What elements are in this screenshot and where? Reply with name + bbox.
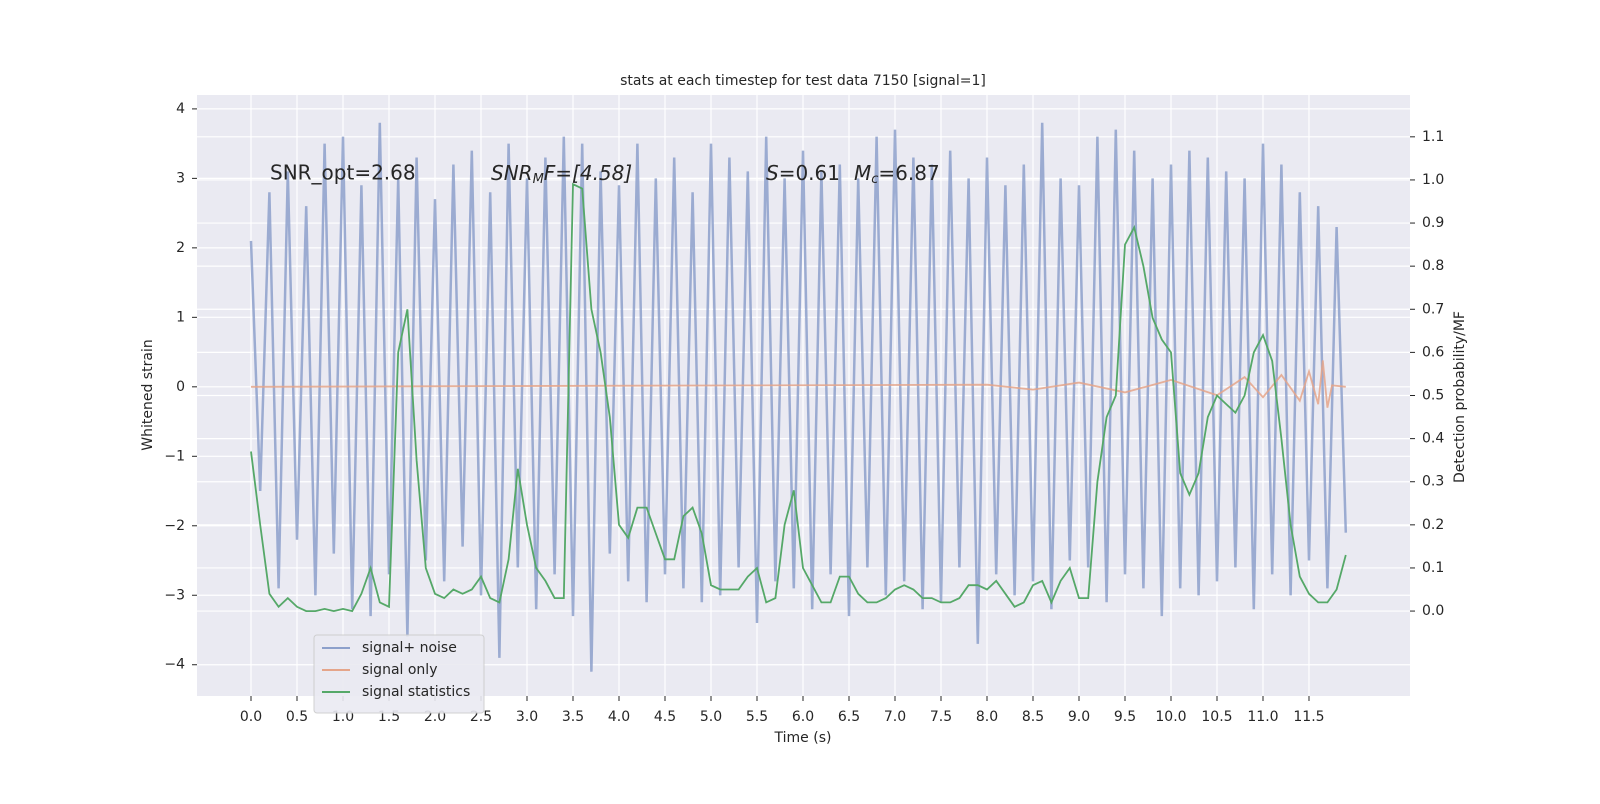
x-tick-label: 9.5: [1114, 709, 1136, 725]
y-tick-label: 4: [176, 101, 185, 117]
y2-tick-label: 0.3: [1422, 474, 1444, 490]
x-tick-label: 10.0: [1155, 709, 1186, 725]
y-tick-label: 3: [176, 170, 185, 186]
legend-label: signal only: [362, 662, 437, 678]
legend-label: signal+ noise: [362, 640, 457, 656]
x-axis-label: Time (s): [774, 730, 832, 746]
legend-label: signal statistics: [362, 684, 470, 700]
x-tick-label: 5.5: [746, 709, 768, 725]
y2-tick-label: 0.8: [1422, 258, 1444, 274]
y2-tick-label: 0.4: [1422, 431, 1444, 447]
x-tick-label: 3.5: [562, 709, 584, 725]
x-tick-label: 4.0: [608, 709, 630, 725]
annotation-part: F=[4.58]: [544, 161, 632, 185]
y-tick-label: 0: [176, 379, 185, 395]
annotation-part: SNR: [491, 161, 533, 185]
y-tick-label: −1: [164, 448, 185, 464]
annotation: S=0.61 Mc=6.87: [766, 161, 940, 187]
x-tick-label: 7.5: [930, 709, 952, 725]
annotation-part: M: [854, 161, 871, 185]
series-line: [250, 360, 1346, 408]
annotation-part: =0.61: [779, 161, 840, 185]
y2-tick-label: 1.1: [1422, 129, 1444, 145]
annotation: SNRMF=[4.58]: [491, 161, 632, 187]
annotation-part: M: [533, 172, 544, 187]
legend: signal+ noise signal only signal statistic…: [313, 634, 485, 714]
x-tick-label: 6.0: [792, 709, 814, 725]
x-tick-label: 9.0: [1068, 709, 1090, 725]
series-line: [249, 122, 1348, 672]
y-axis-label: Whitened strain: [140, 339, 156, 450]
y2-tick-label: 1.0: [1422, 172, 1444, 188]
y2-tick-label: 0.7: [1422, 301, 1444, 317]
y-tick-label: −4: [164, 657, 185, 673]
y2-tick-label: 0.6: [1422, 344, 1444, 360]
y-tick-label: −2: [164, 518, 185, 534]
y2-tick-label: 0.5: [1422, 388, 1444, 404]
x-tick-label: 10.5: [1201, 709, 1232, 725]
x-tick-label: 4.5: [654, 709, 676, 725]
y2-tick-label: 0.9: [1422, 215, 1444, 231]
chart-title: stats at each timestep for test data 715…: [620, 73, 986, 89]
annotation: SNR_opt=2.68: [270, 161, 416, 185]
x-tick-label: 8.0: [976, 709, 998, 725]
labels: 0.0 0.5 1.0 1.5 2.0 2.5 3.0 3.5 4.0 4.5 5.0 5.5 6.0 6…: [164, 101, 1444, 725]
y2-tick-label: 0.2: [1422, 517, 1444, 533]
annotation-part: S: [766, 161, 779, 185]
y-tick-label: 2: [176, 240, 185, 256]
x-tick-label: 5.0: [700, 709, 722, 725]
x-tick-label: 0.5: [286, 709, 308, 725]
y2-tick-label: 0.1: [1422, 560, 1444, 576]
x-tick-label: 0.0: [240, 709, 262, 725]
annotation-part: c: [871, 172, 878, 187]
x-tick-label: 7.0: [884, 709, 906, 725]
y-tick-label: −3: [164, 587, 185, 603]
y-tick-label: 1: [176, 309, 185, 325]
x-tick-label: 11.5: [1293, 709, 1324, 725]
x-tick-label: 11.0: [1247, 709, 1278, 725]
annotation-part: =6.87: [878, 161, 939, 185]
x-tick-label: 8.5: [1022, 709, 1044, 725]
legend-box: [313, 634, 485, 714]
x-tick-label: 6.5: [838, 709, 860, 725]
y2-tick-label: 0.0: [1422, 603, 1444, 619]
series-line: [250, 182, 1347, 613]
x-tick-label: 3.0: [516, 709, 538, 725]
y2-axis-label: Detection probability/MF: [1452, 311, 1468, 483]
marks: [249, 122, 1348, 672]
